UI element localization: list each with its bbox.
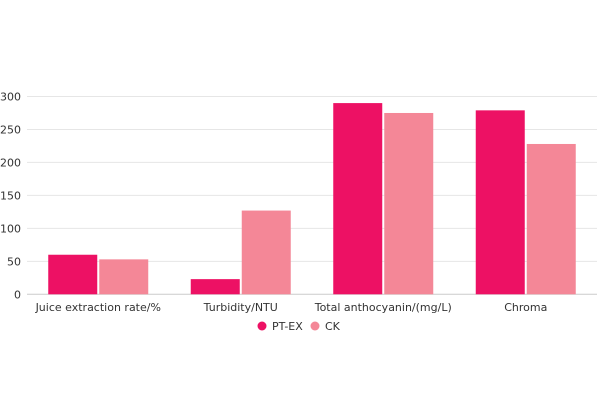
legend-marker (310, 321, 320, 331)
bar-pt-ex (333, 103, 383, 295)
x-tick-label: Turbidity/NTU (203, 301, 278, 314)
bar-pt-ex (190, 279, 240, 295)
x-tick-label: Total anthocyanin/(mg/L) (314, 301, 452, 314)
y-tick-label: 250 (0, 123, 21, 136)
y-tick-label: 300 (0, 91, 21, 104)
y-tick-label: 0 (14, 288, 21, 301)
bar-ck (241, 210, 291, 295)
y-tick-label: 100 (0, 222, 21, 235)
legend-item-pt-ex[interactable]: PT-EX (257, 320, 304, 333)
y-tick-label: 50 (7, 255, 21, 268)
bar-ck (526, 143, 576, 295)
legend-item-ck[interactable]: CK (310, 320, 341, 333)
bar-ck (384, 112, 434, 295)
legend-marker (257, 321, 267, 331)
x-tick-label: Juice extraction rate/% (35, 301, 161, 314)
legend[interactable]: PT-EX CK (257, 320, 341, 333)
bars (48, 103, 576, 295)
x-axis: Juice extraction rate/% Turbidity/NTU Tota… (35, 301, 548, 314)
legend-label: PT-EX (272, 320, 303, 333)
legend-label: CK (325, 320, 341, 333)
bar-ck (99, 259, 149, 295)
bar-pt-ex (48, 254, 98, 295)
y-tick-label: 200 (0, 156, 21, 169)
x-tick-label: Chroma (504, 301, 547, 314)
y-tick-label: 150 (0, 189, 21, 202)
y-axis: 0 50 100 150 200 250 300 (0, 91, 21, 302)
bar-pt-ex (475, 110, 525, 295)
